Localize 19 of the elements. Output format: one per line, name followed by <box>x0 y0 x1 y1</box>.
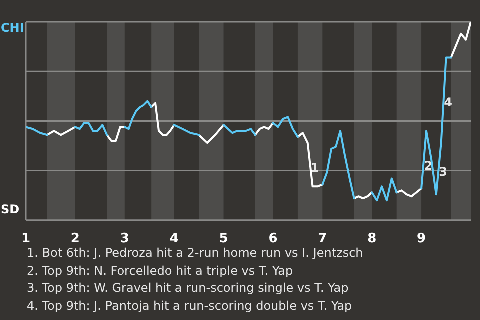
text: 4. Top 9th: J. Pantoja hit a run-scoring double vs T. Yap <box>27 298 354 314</box>
text: 3. Top 9th: W. Gravel hit a run-scoring single vs T. Yap <box>27 280 350 297</box>
ref-line-label: SD <box>1 202 20 217</box>
x-tick-label: 2 <box>70 232 80 247</box>
x-tick-label: 6 <box>268 232 278 247</box>
text: 2. Top 9th: N. Forcelledo hit a triple vs T. Yap <box>27 262 294 280</box>
x-tick-label: 9 <box>417 232 426 247</box>
annotation: 1 <box>310 160 319 175</box>
x-tick-label: 4 <box>170 232 179 247</box>
annotation: 3 <box>439 164 448 179</box>
annotation: 4 <box>444 95 452 110</box>
x-tick-label: 1 <box>21 232 31 247</box>
x-tick-label: 5 <box>219 232 228 247</box>
annotation: 2 <box>424 158 433 173</box>
x-tick-label: 8 <box>368 232 377 247</box>
x-tick-label: 3 <box>120 232 130 247</box>
x-tick-label: 7 <box>318 232 328 247</box>
ref-line-label: CHI <box>1 21 24 36</box>
text: 1. Bot 6th: J. Pedroza hit a 2-run home run vs I. Jentzsch <box>27 245 364 262</box>
